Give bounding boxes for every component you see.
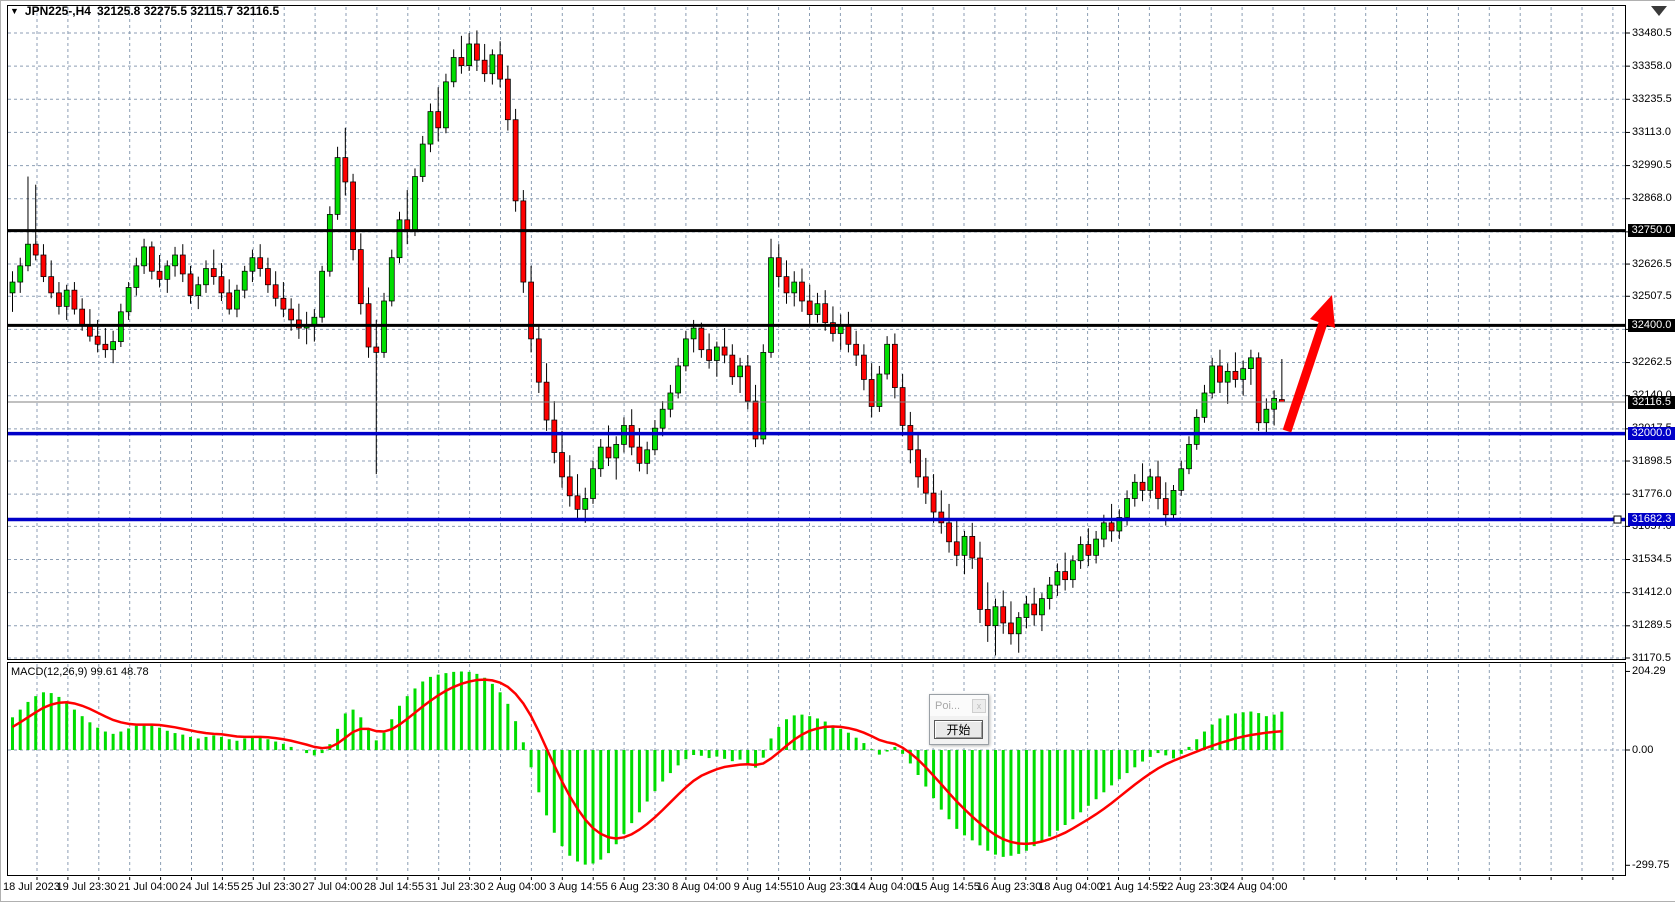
- popup-close-icon[interactable]: x: [972, 698, 986, 713]
- chart-shift-marker-icon: [1651, 6, 1667, 16]
- symbol-dropdown-icon[interactable]: ▼: [10, 6, 19, 16]
- popup-title-text: Poi...: [935, 699, 961, 712]
- start-button[interactable]: 开始: [934, 720, 983, 739]
- popup-title-bar[interactable]: Poi... x: [930, 695, 988, 716]
- trend-arrow-icon: [1282, 295, 1335, 433]
- symbol-ohlc-values: 32125.8 32275.5 32115.7 32116.5: [96, 4, 280, 18]
- symbol-period-label: JPN225-,H4: [24, 4, 91, 18]
- symbol-header: ▼ JPN225-,H4 32125.8 32275.5 32115.7 321…: [10, 4, 279, 18]
- macd-indicator-label: MACD(12,26,9) 99.61 48.78: [11, 666, 149, 678]
- popup-window: Poi... x 开始: [929, 694, 989, 745]
